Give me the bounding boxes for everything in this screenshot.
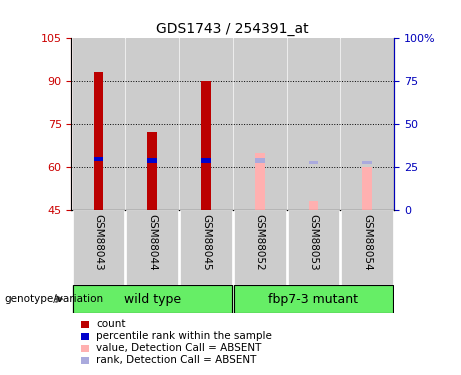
- FancyBboxPatch shape: [234, 210, 285, 285]
- Bar: [148, 132, 157, 210]
- Bar: [94, 72, 103, 210]
- Bar: [72, 285, 232, 313]
- Bar: [201, 81, 211, 210]
- Text: percentile rank within the sample: percentile rank within the sample: [96, 332, 272, 341]
- Bar: [72, 38, 124, 210]
- Text: wild type: wild type: [124, 292, 181, 306]
- Text: genotype/variation: genotype/variation: [5, 294, 104, 304]
- Text: GSM88044: GSM88044: [147, 214, 157, 270]
- FancyBboxPatch shape: [126, 210, 178, 285]
- Bar: [255, 153, 265, 210]
- Text: rank, Detection Call = ABSENT: rank, Detection Call = ABSENT: [96, 356, 256, 365]
- Bar: [342, 38, 393, 210]
- FancyBboxPatch shape: [72, 210, 124, 285]
- Bar: [309, 201, 318, 210]
- Text: fbp7-3 mutant: fbp7-3 mutant: [268, 292, 359, 306]
- Bar: [201, 158, 211, 163]
- Text: GSM88052: GSM88052: [254, 214, 265, 270]
- Bar: [255, 158, 265, 163]
- Bar: [309, 161, 318, 164]
- Bar: [362, 161, 372, 164]
- Text: GSM88054: GSM88054: [362, 214, 372, 270]
- Text: GSM88045: GSM88045: [201, 214, 211, 270]
- Bar: [234, 285, 393, 313]
- Text: GSM88053: GSM88053: [308, 214, 319, 270]
- Bar: [126, 38, 178, 210]
- Text: count: count: [96, 320, 125, 329]
- Text: value, Detection Call = ABSENT: value, Detection Call = ABSENT: [96, 344, 261, 353]
- Bar: [362, 167, 372, 210]
- FancyBboxPatch shape: [180, 210, 232, 285]
- Bar: [148, 158, 157, 163]
- Bar: [180, 38, 232, 210]
- Bar: [234, 38, 285, 210]
- FancyBboxPatch shape: [288, 210, 339, 285]
- Bar: [72, 285, 232, 313]
- Title: GDS1743 / 254391_at: GDS1743 / 254391_at: [156, 22, 309, 36]
- FancyBboxPatch shape: [342, 210, 393, 285]
- Text: GSM88043: GSM88043: [93, 214, 103, 270]
- Bar: [288, 38, 339, 210]
- Bar: [234, 285, 393, 313]
- Bar: [94, 157, 103, 161]
